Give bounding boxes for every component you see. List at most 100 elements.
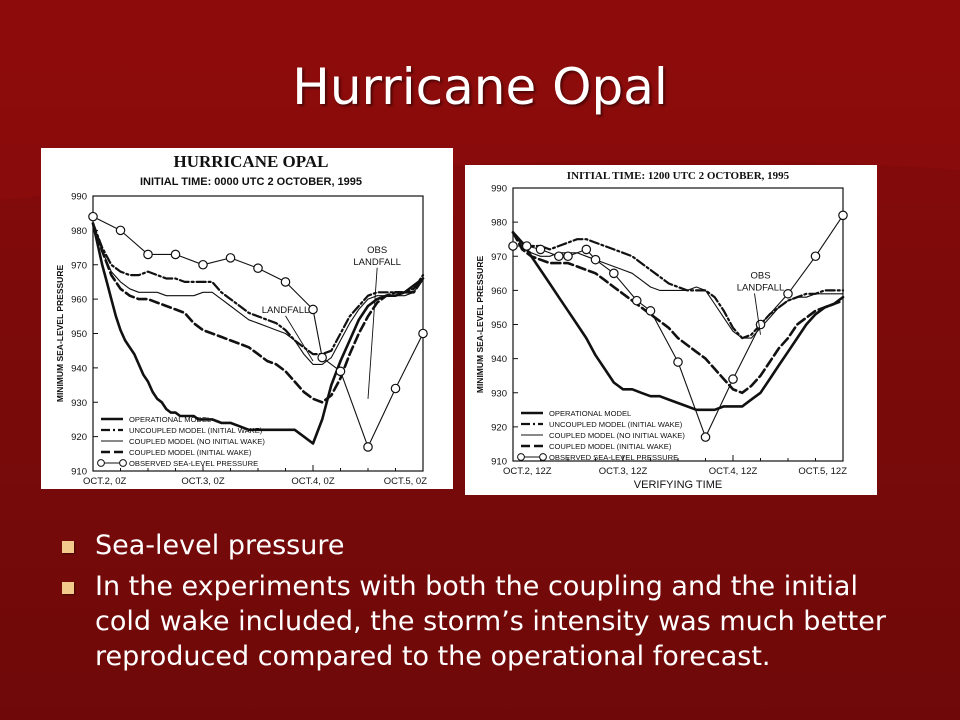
series-line-coupled-model-initial-wake [511,231,845,395]
chart-panel-left: HURRICANE OPAL INITIAL TIME: 0000 UTC 2 O… [41,148,453,489]
observed-point [521,241,532,251]
y-tick-label: 930 [71,398,87,409]
bullet-square-icon [62,541,74,553]
y-tick-label: 940 [491,354,507,365]
y-tick-label: 920 [491,422,507,433]
chart-panel-right: INITIAL TIME: 1200 UTC 2 OCTOBER, 1995 91… [465,165,877,495]
legend-label: UNCOUPLED MODEL (INITIAL WAKE) [129,426,263,435]
observed-point [673,357,683,367]
observed-point [225,253,236,263]
legend-label: OPERATIONAL MODEL [549,409,631,418]
legend-label: COUPLED MODEL (NO INITIAL WAKE) [549,431,685,440]
observed-point [810,251,821,262]
observed-point [143,249,153,260]
y-tick-label: 920 [71,432,87,443]
annotation-label: LANDFALL [262,305,310,316]
observed-point [363,442,373,452]
series-line-coupled-model-initial-wake [91,222,425,404]
y-tick-label: 980 [491,218,507,229]
observed-point [554,251,564,262]
legend-label: COUPLED MODEL (INITIAL WAKE) [129,448,252,457]
observed-point [535,244,546,255]
series-line-uncoupled-model-initial-wake [511,231,845,340]
observed-point [308,304,318,315]
y-tick-label: 950 [71,329,87,340]
x-tick-label: OCT.2, 12Z [503,466,552,477]
y-tick-label: 990 [71,192,87,203]
y-tick-label: 960 [71,295,87,306]
observed-point [609,268,619,279]
series-line-coupled-model-no-initial-wake [92,222,424,365]
observed-point [335,366,346,377]
chart-subtitle: INITIAL TIME: 0000 UTC 2 OCTOBER, 1995 [140,176,362,188]
bullet-item: Sea-level pressure [60,528,920,563]
annotation-leader [754,293,761,335]
annotation-leader [367,267,378,399]
observed-point [783,288,793,299]
legend-label: UNCOUPLED MODEL (INITIAL WAKE) [549,420,683,429]
observed-point [590,254,601,265]
observed-point [390,383,401,394]
series-line-operational-model [91,222,425,445]
observed-point [645,306,656,316]
y-tick-label: 910 [71,467,87,478]
legend-label: OBSERVED SEA-LEVEL PRESSURE [129,459,258,468]
observed-point [253,263,263,273]
legend-marker [119,459,127,467]
observed-point [728,374,738,384]
y-tick-label: 970 [491,252,507,263]
y-tick-label: 940 [71,363,87,374]
series-line-operational-model [511,231,845,412]
annotation-label: OBS [367,245,387,256]
bullet-text: In the experiments with both the couplin… [95,571,886,672]
x-tick-label: OCT.5, 0Z [384,476,427,487]
legend-label: COUPLED MODEL (NO INITIAL WAKE) [129,437,265,446]
annotation-label: LANDFALL [737,282,785,293]
series-line-coupled-model-no-initial-wake [512,231,844,339]
x-axis-label: VERIFYING TIME [634,479,722,491]
bullet-item: In the experiments with both the couplin… [60,569,920,674]
observed-point [838,210,848,221]
observed-point [88,211,98,222]
y-axis-label: MINIMUM SEA-LEVEL PRESSURE [475,256,485,394]
y-tick-label: 970 [71,260,87,271]
observed-point [755,319,766,330]
y-tick-label: 950 [491,320,507,331]
x-tick-label: OCT.4, 0Z [291,476,334,487]
x-tick-label: OCT.3, 0Z [181,476,224,487]
y-tick-label: 910 [491,457,507,468]
x-tick-label: OCT.5, 12Z [798,466,847,477]
annotation-leader [285,315,314,362]
observed-point [508,241,518,251]
chart-left: HURRICANE OPAL INITIAL TIME: 0000 UTC 2 O… [55,152,428,487]
y-tick-label: 960 [491,286,507,297]
legend-marker [97,459,105,467]
legend-label: COUPLED MODEL (INITIAL WAKE) [549,442,672,451]
x-tick-label: OCT.2, 0Z [83,476,126,487]
bullet-square-icon [62,582,74,594]
observed-point [418,328,428,339]
y-tick-label: 930 [491,388,507,399]
observed-point [581,244,592,255]
observed-point [700,432,711,442]
chart-right: INITIAL TIME: 1200 UTC 2 OCTOBER, 1995 91… [475,170,848,491]
annotation-label: LANDFALL [353,257,401,268]
series-line-uncoupled-model-initial-wake [91,222,425,356]
legend-label: OBSERVED SEA-LEVEL PRESSURE [549,453,678,462]
bullet-list: Sea-level pressure In the experiments wi… [60,528,920,680]
y-axis-label: MINIMUM SEA-LEVEL PRESSURE [55,265,65,403]
chart-title: INITIAL TIME: 1200 UTC 2 OCTOBER, 1995 [567,170,790,182]
y-tick-label: 990 [491,184,507,195]
chart-title: HURRICANE OPAL [173,152,328,171]
legend-marker [539,453,547,461]
observed-point [170,249,181,260]
observed-point [631,295,642,306]
observed-point [280,277,291,287]
legend-marker [517,453,525,461]
x-tick-label: OCT.3, 12Z [599,466,648,477]
observed-point [115,225,126,236]
y-tick-label: 980 [71,226,87,237]
annotation-label: OBS [750,270,770,281]
slide-title: Hurricane Opal [292,58,668,116]
bullet-text: Sea-level pressure [95,530,345,561]
